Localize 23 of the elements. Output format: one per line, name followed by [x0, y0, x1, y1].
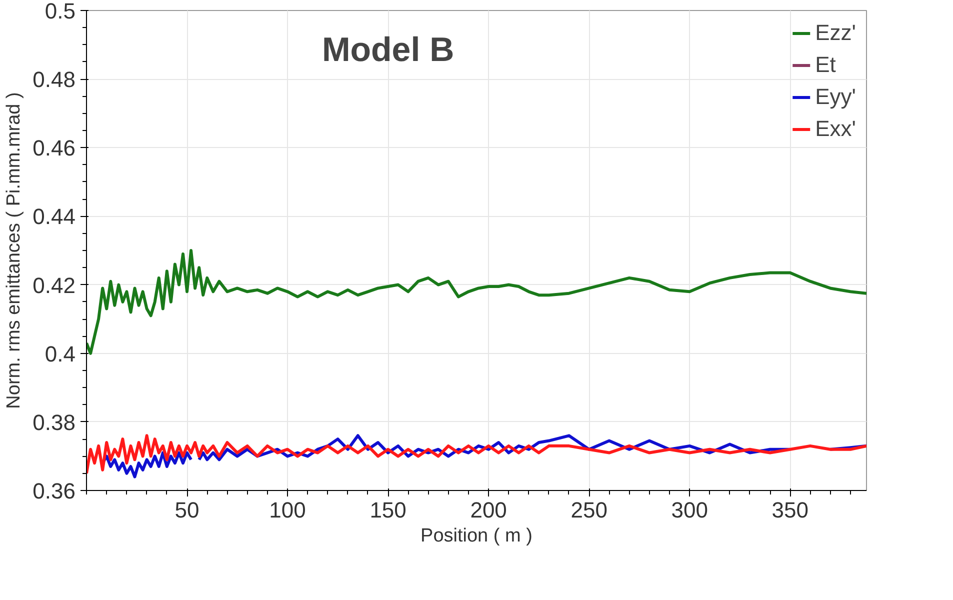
legend-label: Exx'	[815, 116, 856, 142]
y-tick-label: 0.4	[44, 341, 76, 366]
x-tick-label: 350	[772, 498, 808, 522]
legend-label: Et	[815, 52, 836, 78]
y-tick-label: 0.48	[32, 67, 76, 92]
x-tick-label: 250	[570, 498, 608, 522]
line-series	[86, 249, 866, 355]
y-axis-title: Norm. rms emittances ( Pi.mm.mrad )	[4, 92, 25, 409]
x-axis-title: Position ( m )	[420, 526, 532, 546]
y-tick-label: 0.36	[32, 478, 76, 504]
y-tick-label: 0.38	[32, 410, 76, 435]
x-tick-label: 50	[174, 498, 200, 522]
x-tick-label: 300	[671, 498, 708, 522]
y-tick-label: 0.44	[32, 204, 76, 230]
y-tick-label: 0.46	[32, 136, 76, 161]
x-tick-label: 150	[370, 498, 406, 522]
x-tick-label: 100	[269, 498, 306, 522]
legend-label: Ezz'	[815, 20, 856, 46]
legend-label: Eyy'	[815, 84, 856, 110]
y-tick-label: 0.42	[32, 272, 76, 298]
text: Model B	[322, 31, 454, 70]
x-tick-label: 200	[470, 498, 507, 522]
y-tick-label: 0.5	[44, 0, 76, 24]
